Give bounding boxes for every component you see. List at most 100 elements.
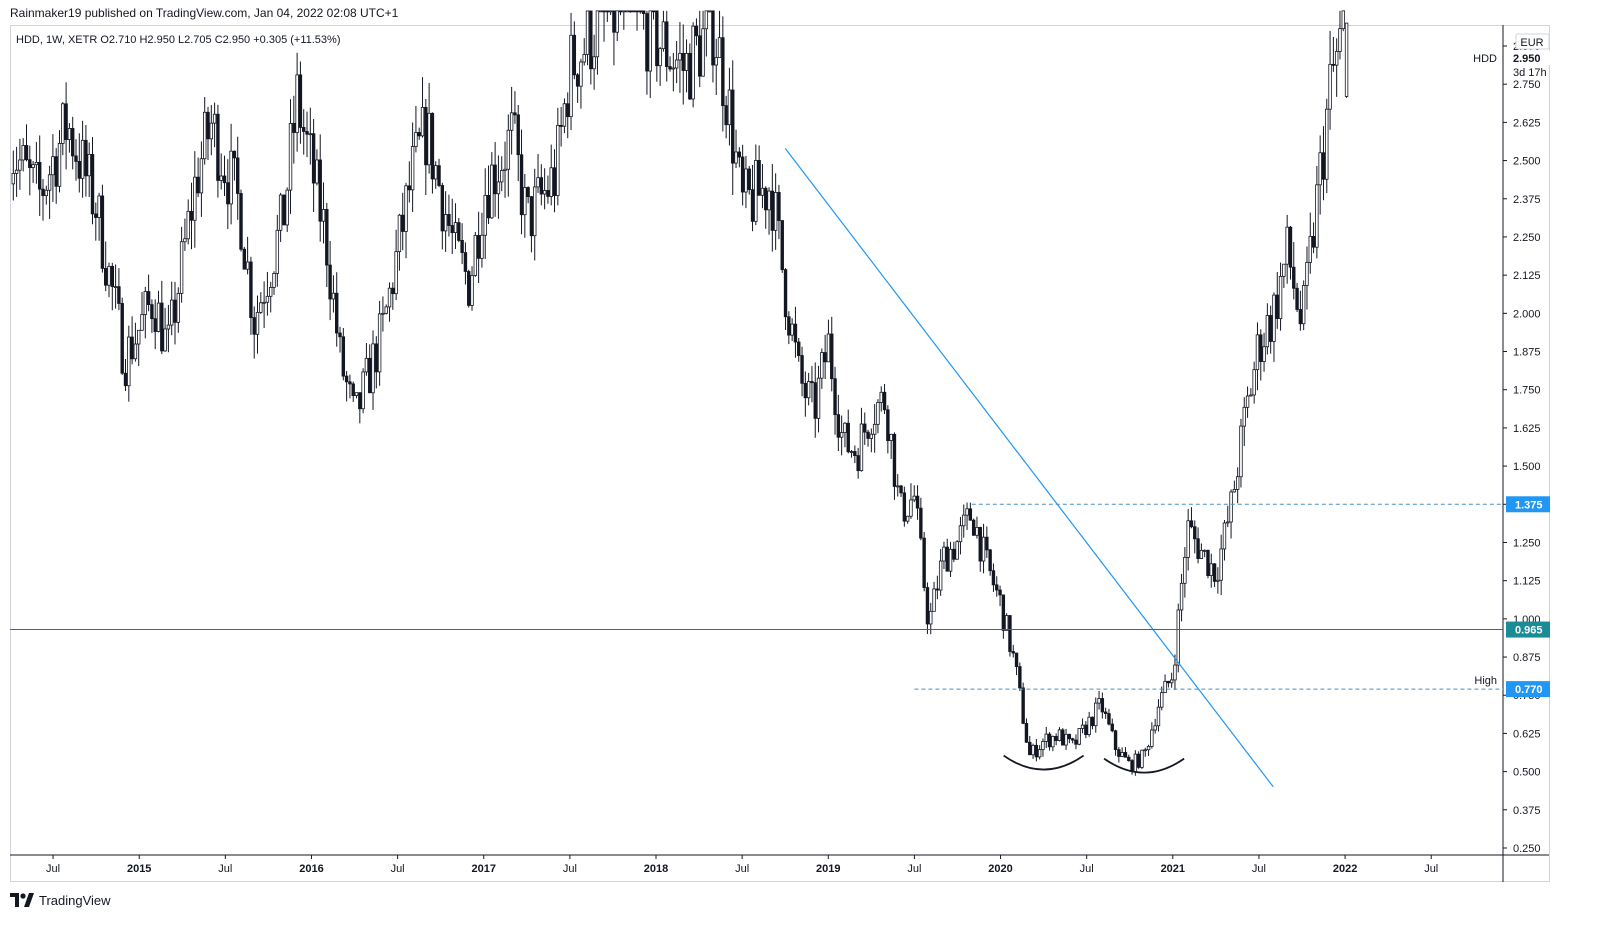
candle-body bbox=[879, 391, 883, 403]
candle-body bbox=[1097, 698, 1101, 704]
candle-body bbox=[754, 160, 758, 222]
candle-body bbox=[1321, 152, 1326, 180]
candle-body bbox=[638, 10, 643, 13]
candle-body bbox=[876, 402, 880, 425]
candle-body bbox=[773, 192, 778, 231]
tradingview-logo[interactable]: TradingView bbox=[10, 890, 111, 910]
tradingview-brand: TradingView bbox=[39, 892, 111, 908]
candle-body bbox=[694, 25, 699, 37]
candle-body bbox=[968, 508, 973, 521]
candle-body bbox=[146, 291, 151, 306]
candle-body bbox=[176, 292, 181, 323]
candle-body bbox=[41, 188, 45, 197]
candle-body bbox=[757, 160, 761, 196]
candle-body bbox=[542, 190, 547, 195]
y-tick-label: 1.125 bbox=[1513, 576, 1541, 588]
candle-body bbox=[203, 111, 207, 160]
candle-body bbox=[1206, 549, 1210, 577]
x-tick-label: Jul bbox=[46, 863, 60, 875]
candle-body bbox=[1315, 184, 1319, 248]
candle-body bbox=[84, 139, 88, 177]
x-tick-label: 2021 bbox=[1161, 863, 1185, 875]
candle-body bbox=[533, 186, 537, 237]
x-tick-label: Jul bbox=[391, 863, 405, 875]
candle-body bbox=[100, 195, 105, 269]
candle-body bbox=[1160, 692, 1164, 708]
candle-body bbox=[18, 159, 22, 171]
candle-body bbox=[925, 587, 930, 625]
candle-body bbox=[325, 209, 329, 266]
candle-body bbox=[117, 286, 121, 304]
candle-body bbox=[1166, 680, 1171, 684]
y-tick-label: 2.625 bbox=[1513, 117, 1541, 129]
candle-body bbox=[97, 195, 101, 218]
candle-body bbox=[1169, 679, 1174, 684]
candle-body bbox=[348, 381, 352, 385]
candle-body bbox=[295, 74, 299, 133]
candle-body bbox=[1325, 108, 1329, 180]
candle-body bbox=[1064, 733, 1068, 746]
candle-body bbox=[1202, 549, 1207, 552]
candle-body bbox=[803, 382, 808, 399]
candle-body bbox=[1133, 753, 1138, 773]
candle-body bbox=[1255, 334, 1260, 371]
candle-body bbox=[1186, 520, 1190, 558]
candle-body bbox=[1018, 666, 1022, 689]
candle-body bbox=[1305, 261, 1309, 286]
candle-body bbox=[665, 21, 669, 67]
candle-body bbox=[1216, 579, 1220, 582]
candle-body bbox=[28, 159, 32, 168]
candle-body bbox=[737, 151, 742, 158]
candle-body bbox=[1117, 749, 1121, 757]
candle-body bbox=[480, 234, 484, 259]
candle-body bbox=[731, 89, 735, 164]
candle-body bbox=[1110, 723, 1114, 732]
candle-body bbox=[856, 455, 860, 472]
candle-body bbox=[470, 275, 474, 306]
y-tick-label: 0.375 bbox=[1513, 805, 1541, 817]
candle-body bbox=[1219, 548, 1223, 581]
candle-body bbox=[1259, 334, 1263, 362]
candle-body bbox=[437, 165, 441, 186]
candle-body bbox=[1090, 716, 1095, 727]
candle-body bbox=[1067, 733, 1072, 740]
candle-body bbox=[57, 143, 62, 187]
candle-body bbox=[364, 357, 369, 373]
support-label-bg bbox=[1506, 621, 1550, 638]
candle-body bbox=[476, 235, 481, 259]
candle-body bbox=[440, 185, 445, 232]
candle-body bbox=[1193, 526, 1197, 540]
candle-body bbox=[691, 25, 695, 100]
candle-body bbox=[863, 423, 867, 433]
candle-body bbox=[780, 220, 784, 271]
candle-body bbox=[242, 248, 247, 270]
candle-body bbox=[717, 37, 722, 59]
candle-body bbox=[321, 209, 326, 222]
x-tick-label: 2017 bbox=[471, 863, 495, 875]
candle-body bbox=[938, 560, 943, 591]
candle-body bbox=[404, 185, 408, 232]
candle-body bbox=[1212, 563, 1217, 582]
candle-body bbox=[1229, 491, 1233, 523]
candle-body bbox=[1041, 741, 1045, 751]
candle-body bbox=[170, 299, 174, 326]
candle-body bbox=[770, 190, 775, 231]
candle-body bbox=[1001, 594, 1006, 631]
candle-body bbox=[64, 103, 68, 140]
candle-body bbox=[783, 269, 788, 318]
candle-body bbox=[688, 52, 692, 100]
x-tick-label: 2019 bbox=[816, 863, 840, 875]
y-tick-label: 2.375 bbox=[1513, 194, 1541, 206]
candle-body bbox=[1084, 724, 1088, 735]
candle-body bbox=[473, 235, 478, 276]
candle-body bbox=[519, 154, 524, 216]
candle-body bbox=[764, 187, 768, 211]
candle-body bbox=[582, 53, 586, 63]
candle-body bbox=[160, 302, 164, 352]
high-tag: High bbox=[1474, 675, 1497, 687]
candle-body bbox=[978, 527, 982, 562]
candle-body bbox=[1150, 729, 1154, 747]
candle-body bbox=[793, 323, 798, 343]
candle-body bbox=[1344, 22, 1349, 97]
